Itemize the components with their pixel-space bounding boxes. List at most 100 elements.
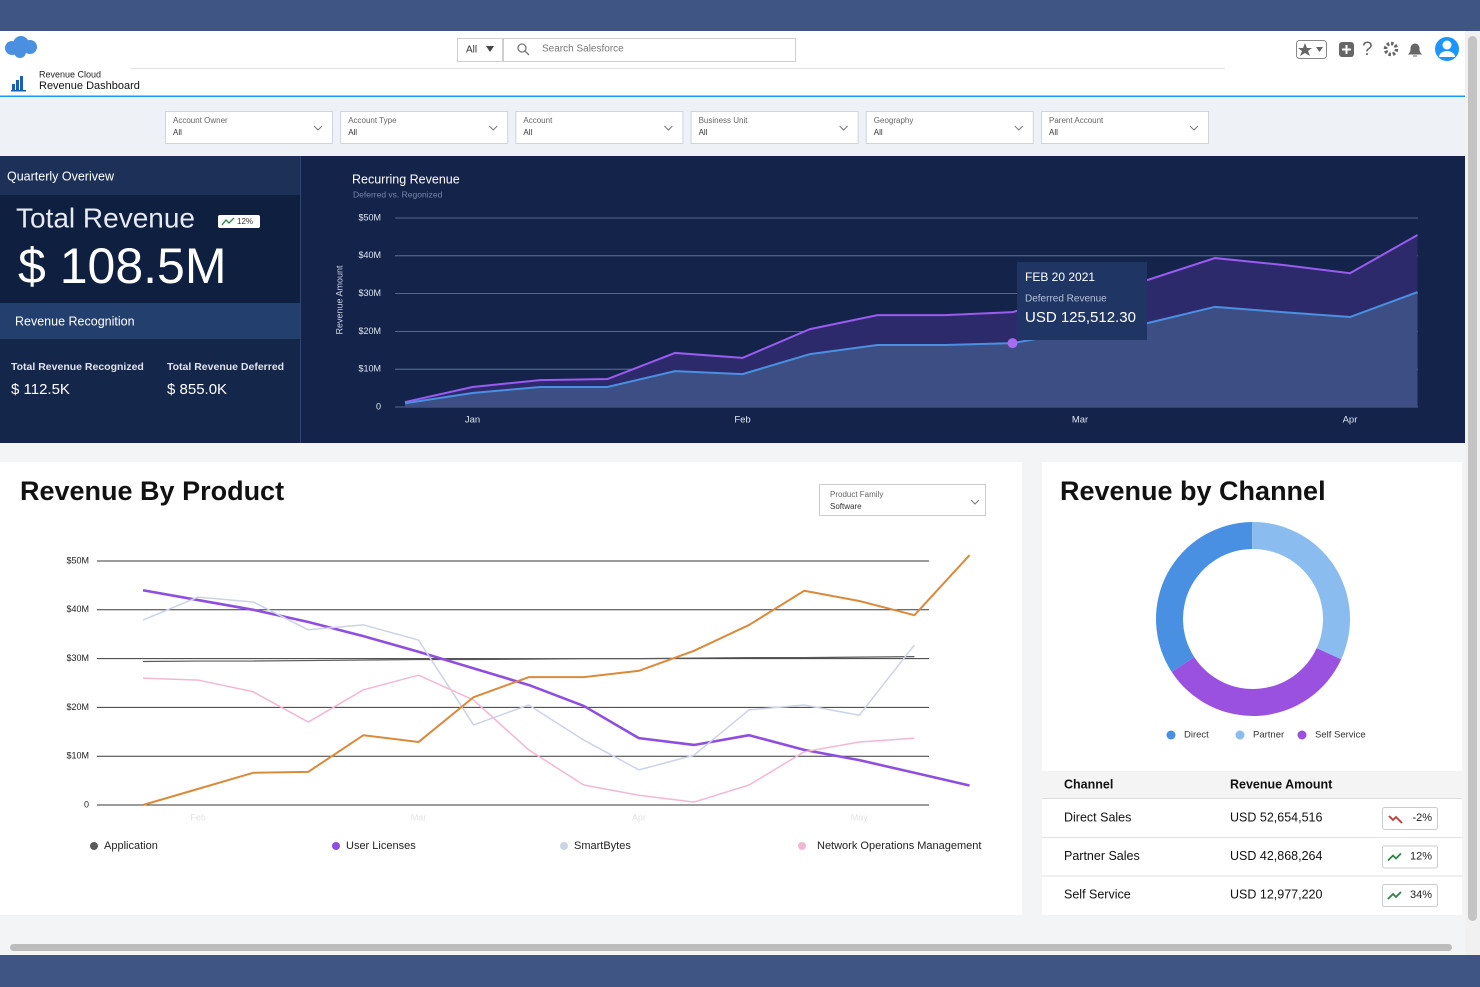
chevron bbox=[1014, 125, 1024, 131]
filter-value: All bbox=[523, 128, 532, 137]
x-tick-label: Apr bbox=[1343, 415, 1358, 426]
filter-select[interactable] bbox=[340, 111, 509, 144]
legend-label: Self Service bbox=[1315, 730, 1366, 741]
scope-select[interactable] bbox=[457, 38, 503, 62]
table-header bbox=[1042, 771, 1462, 798]
legend-label: Network Operations Management bbox=[817, 840, 981, 852]
change-badge bbox=[1382, 845, 1438, 869]
y-tick-label: $20M bbox=[358, 326, 381, 336]
change-value: 34% bbox=[1410, 889, 1432, 901]
filter-value: All bbox=[1049, 128, 1058, 137]
trend-up-icon bbox=[1387, 891, 1402, 900]
search-placeholder: Search Salesforce bbox=[542, 44, 624, 55]
highlight-point bbox=[1007, 338, 1018, 349]
x-tick-label: Jan bbox=[465, 415, 480, 426]
chart-subtitle: Deferred vs. Regonized bbox=[353, 189, 443, 199]
y-tick-label: 0 bbox=[84, 799, 89, 809]
channel-amount: USD 12,977,220 bbox=[1230, 887, 1322, 901]
legend-label: Direct bbox=[1184, 730, 1209, 741]
deferred-label: Total Revenue Deferred bbox=[167, 361, 284, 373]
app-name: Revenue Cloud bbox=[39, 69, 101, 79]
line bbox=[142, 674, 915, 803]
line bbox=[142, 596, 915, 771]
legend-label: User Licenses bbox=[346, 840, 416, 852]
filter-label: Business Unit bbox=[699, 116, 749, 125]
column-header: Revenue Amount bbox=[1230, 777, 1333, 791]
search-box[interactable] bbox=[503, 38, 796, 62]
settings-button[interactable] bbox=[1383, 41, 1399, 57]
channel-name: Direct Sales bbox=[1064, 810, 1131, 824]
y-tick-label: $40M bbox=[358, 250, 381, 260]
chevron bbox=[313, 125, 323, 131]
filter-select[interactable] bbox=[165, 111, 333, 144]
vertical-scrollbar[interactable] bbox=[1468, 36, 1477, 921]
tooltip-value: USD 125,512.30 bbox=[1025, 309, 1136, 326]
trend-up-icon bbox=[1387, 852, 1402, 862]
legend-marker bbox=[1297, 730, 1307, 740]
filter-select[interactable] bbox=[865, 111, 1034, 144]
legend-marker bbox=[1166, 730, 1176, 740]
y-tick-label: $20M bbox=[66, 702, 89, 712]
legend-marker bbox=[798, 842, 806, 850]
y-tick-label: $50M bbox=[358, 212, 381, 222]
filter-label: Geography bbox=[874, 116, 914, 125]
filter-select[interactable] bbox=[1041, 111, 1209, 144]
chevron bbox=[839, 125, 848, 131]
notifications-button[interactable] bbox=[1407, 43, 1423, 57]
filter-label: Account bbox=[523, 116, 553, 125]
search-icon bbox=[517, 43, 530, 56]
scope-caret bbox=[486, 46, 494, 52]
product-family-select[interactable] bbox=[819, 484, 986, 516]
legend-label: Application bbox=[104, 840, 158, 852]
recognized-value: $ 112.5K bbox=[11, 381, 70, 398]
line bbox=[142, 656, 915, 663]
donut-segment bbox=[1155, 522, 1253, 672]
x-tick-label: May bbox=[851, 812, 869, 822]
filter-value: All bbox=[173, 128, 182, 137]
filter-select[interactable] bbox=[690, 111, 859, 144]
help-button[interactable]: ? bbox=[1362, 39, 1373, 60]
chevron bbox=[664, 125, 673, 131]
total-badge-text: 12% bbox=[237, 217, 253, 226]
chart-title: Recurring Revenue bbox=[352, 172, 460, 186]
filter-label: Parent Account bbox=[1049, 116, 1104, 125]
change-badge bbox=[1382, 807, 1438, 830]
total-value: $ 108.5M bbox=[18, 238, 226, 294]
y-tick-label: $30M bbox=[66, 653, 89, 663]
scope-label: All bbox=[466, 45, 477, 56]
chart-title: Revenue By Product bbox=[20, 476, 284, 506]
donut-segment bbox=[1171, 648, 1342, 716]
select-value: Software bbox=[830, 502, 862, 511]
tooltip bbox=[1017, 262, 1147, 340]
y-tick-label: $10M bbox=[66, 751, 89, 761]
tooltip-date: FEB 20 2021 bbox=[1025, 270, 1095, 284]
channel-name: Self Service bbox=[1064, 887, 1131, 901]
chevron bbox=[970, 499, 980, 505]
donut-segment bbox=[1251, 522, 1350, 660]
legend-marker bbox=[1235, 730, 1245, 740]
line bbox=[404, 291, 1418, 405]
overview-header bbox=[0, 156, 300, 195]
bottom-band bbox=[0, 955, 1480, 987]
horizontal-scrollbar[interactable] bbox=[10, 944, 1452, 951]
trend-up-icon bbox=[221, 217, 235, 226]
filter-label: Account Type bbox=[348, 116, 397, 125]
deferred-value: $ 855.0K bbox=[167, 381, 227, 398]
change-value: 12% bbox=[1410, 850, 1432, 862]
y-tick-label: $50M bbox=[66, 555, 89, 565]
x-tick-label: Mar bbox=[1072, 415, 1088, 426]
y-axis-label: Revenue Amount bbox=[334, 265, 344, 335]
filter-select[interactable] bbox=[515, 111, 684, 144]
legend-label: Partner bbox=[1253, 730, 1284, 741]
x-tick-label: Feb bbox=[734, 415, 750, 426]
avatar-head bbox=[1442, 40, 1452, 50]
plus-icon bbox=[1342, 45, 1351, 54]
logo[interactable] bbox=[5, 36, 37, 58]
app-icon bbox=[11, 76, 26, 92]
favorites-button[interactable] bbox=[1296, 40, 1327, 59]
chevron bbox=[488, 125, 498, 131]
top-band bbox=[0, 0, 1480, 31]
y-tick-label: $30M bbox=[358, 288, 381, 298]
favorites-caret bbox=[1316, 47, 1323, 52]
product-card bbox=[0, 462, 1022, 915]
